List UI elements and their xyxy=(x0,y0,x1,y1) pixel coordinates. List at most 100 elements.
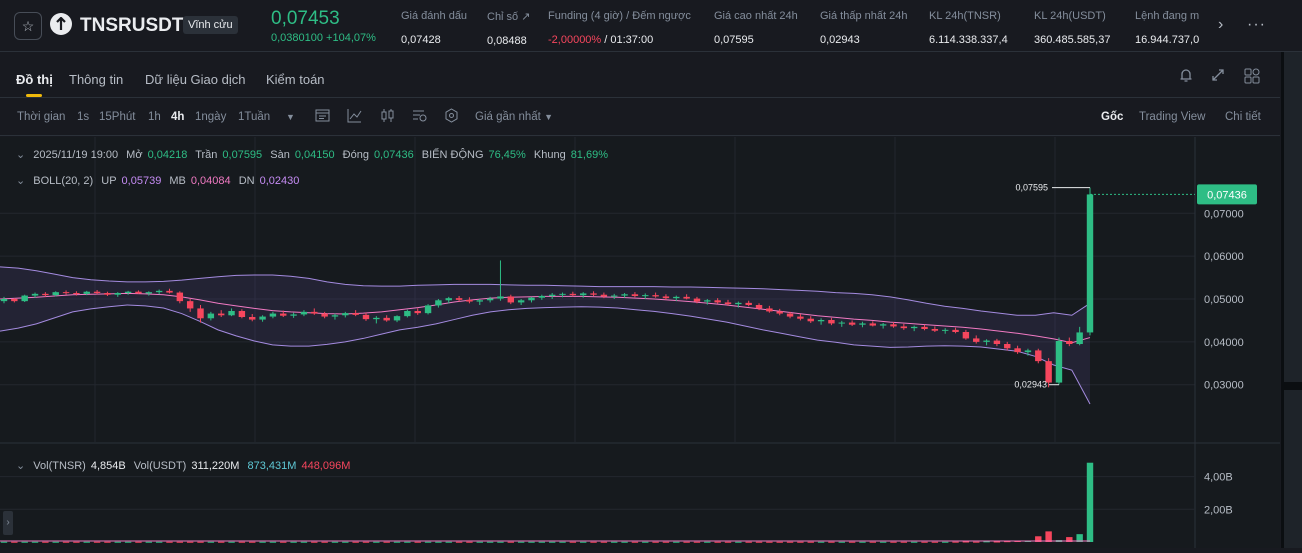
candle-body xyxy=(455,298,463,300)
volume-bar xyxy=(1045,531,1052,542)
chart-area[interactable]: 0,07595 0,02943 0,07000 0,06000 0,05000 0,040… xyxy=(0,137,1280,548)
interval-1h[interactable]: 1h xyxy=(148,111,161,123)
interval-dropdown-icon[interactable]: ▼ xyxy=(286,112,295,122)
expand-icon[interactable] xyxy=(1211,68,1225,86)
volume-bar xyxy=(528,541,535,543)
time-label: Thời gian xyxy=(17,111,66,123)
tab-info[interactable]: Thông tin xyxy=(69,72,124,87)
volume-bar xyxy=(838,541,845,543)
volume-bar xyxy=(807,541,814,543)
candle-body xyxy=(611,295,618,297)
candle-body xyxy=(21,295,28,302)
symbol-name[interactable]: TNSRUSDT xyxy=(80,15,184,36)
view-tradingview[interactable]: Trading View xyxy=(1139,111,1206,123)
volume-bar xyxy=(135,541,142,543)
view-depth[interactable]: Chi tiết xyxy=(1225,111,1261,123)
volume-bar xyxy=(631,541,639,543)
tab-audit[interactable]: Kiểm toán xyxy=(266,72,325,87)
low-marker-label: 0,02943 xyxy=(1014,380,1047,390)
candle-body xyxy=(62,292,70,294)
chevron-right-icon[interactable]: › xyxy=(1218,16,1224,33)
volume-bar xyxy=(559,541,566,543)
candle-type-icon[interactable] xyxy=(380,108,395,126)
volume-bar xyxy=(280,541,287,543)
candle-body xyxy=(786,313,794,317)
candle-body xyxy=(124,291,132,293)
bell-icon[interactable] xyxy=(1179,68,1193,87)
volume-bar xyxy=(73,541,80,543)
candlestick-chart[interactable]: 0,07595 0,02943 0,07000 0,06000 0,05000 0,040… xyxy=(0,137,1280,548)
volume-bar xyxy=(693,541,701,543)
candle-body xyxy=(745,302,752,305)
volume-axis-label: 4,00B xyxy=(1204,472,1233,484)
candle-body xyxy=(52,292,59,296)
tab-chart[interactable]: Đồ thị xyxy=(16,72,53,97)
candle-body xyxy=(1014,348,1021,353)
volume-bar xyxy=(404,541,411,543)
settings-icon[interactable] xyxy=(444,108,459,126)
volume-bar xyxy=(766,541,773,543)
scroll-left-handle[interactable]: › xyxy=(3,511,13,535)
candle-body xyxy=(259,316,266,320)
candle-body xyxy=(973,338,980,342)
contract-type-badge: Vĩnh cửu xyxy=(183,16,238,34)
price-source-select[interactable]: Giá gần nhất ▼ xyxy=(475,111,553,123)
volume-bar xyxy=(249,541,256,543)
boll-legend[interactable]: ⌄ BOLL(20, 2) UP 0,05739 MB 0,04084 DN 0,02… xyxy=(16,175,300,187)
candle-body xyxy=(869,323,877,326)
stat-index-price[interactable]: Chỉ số ↗ 0,08488 xyxy=(487,11,531,47)
volume-bar xyxy=(455,541,463,543)
volume-bar xyxy=(786,541,794,543)
volume-bar xyxy=(921,541,928,543)
candle-body xyxy=(921,326,928,329)
candle-body xyxy=(352,313,359,315)
candle-body xyxy=(93,291,101,293)
candle-body xyxy=(1066,341,1073,344)
volume-bar xyxy=(869,541,877,543)
line-chart-icon[interactable] xyxy=(347,108,362,126)
interval-1s[interactable]: 1s xyxy=(77,111,90,123)
candle-body xyxy=(704,300,711,302)
candle-body xyxy=(621,294,628,296)
volume-bar xyxy=(311,541,318,543)
candle-body xyxy=(83,291,90,294)
interval-4h[interactable]: 4h xyxy=(171,111,185,123)
volume-bar xyxy=(373,541,380,543)
view-original[interactable]: Gốc xyxy=(1101,111,1124,123)
tab-trading-data[interactable]: Dữ liệu Giao dịch xyxy=(145,72,246,87)
volume-bar xyxy=(217,541,225,543)
volume-bar xyxy=(517,541,525,543)
candle-body xyxy=(311,311,318,314)
volume-bar xyxy=(507,541,515,543)
volume-bar xyxy=(11,541,18,543)
drawing-tools-icon[interactable] xyxy=(412,108,428,126)
candle-body xyxy=(414,311,421,314)
favorite-button[interactable]: ☆ xyxy=(14,12,42,40)
interval-1d[interactable]: 1ngày xyxy=(195,111,227,123)
candle-body xyxy=(910,326,918,329)
indicator-icon[interactable] xyxy=(315,108,330,126)
candle-body xyxy=(1024,350,1032,353)
interval-1w[interactable]: 1Tuần xyxy=(238,111,271,123)
candle-body xyxy=(114,293,121,295)
volume-legend[interactable]: ⌄ Vol(TNSR) 4,854B Vol(USDT) 311,220M 873,… xyxy=(16,460,351,472)
candle-body xyxy=(31,293,39,296)
candle-body xyxy=(962,332,970,339)
volume-bar xyxy=(973,541,980,543)
legend-arrow: ⌄ xyxy=(16,149,26,161)
candle-body xyxy=(848,322,856,325)
interval-15m[interactable]: 15Phút xyxy=(99,111,136,123)
volume-bar xyxy=(42,541,49,543)
volume-bar xyxy=(848,541,856,543)
more-icon[interactable]: ··· xyxy=(1247,16,1266,33)
volume-bar xyxy=(321,541,328,543)
layout-icon[interactable] xyxy=(1244,68,1260,88)
volume-bar xyxy=(352,541,359,543)
candle-body xyxy=(890,324,897,327)
volume-bar xyxy=(466,541,473,543)
candle-body xyxy=(466,299,473,302)
candle-body xyxy=(673,296,680,299)
volume-bar xyxy=(579,541,587,543)
candle-body xyxy=(1086,194,1094,333)
candle-body xyxy=(559,293,566,295)
